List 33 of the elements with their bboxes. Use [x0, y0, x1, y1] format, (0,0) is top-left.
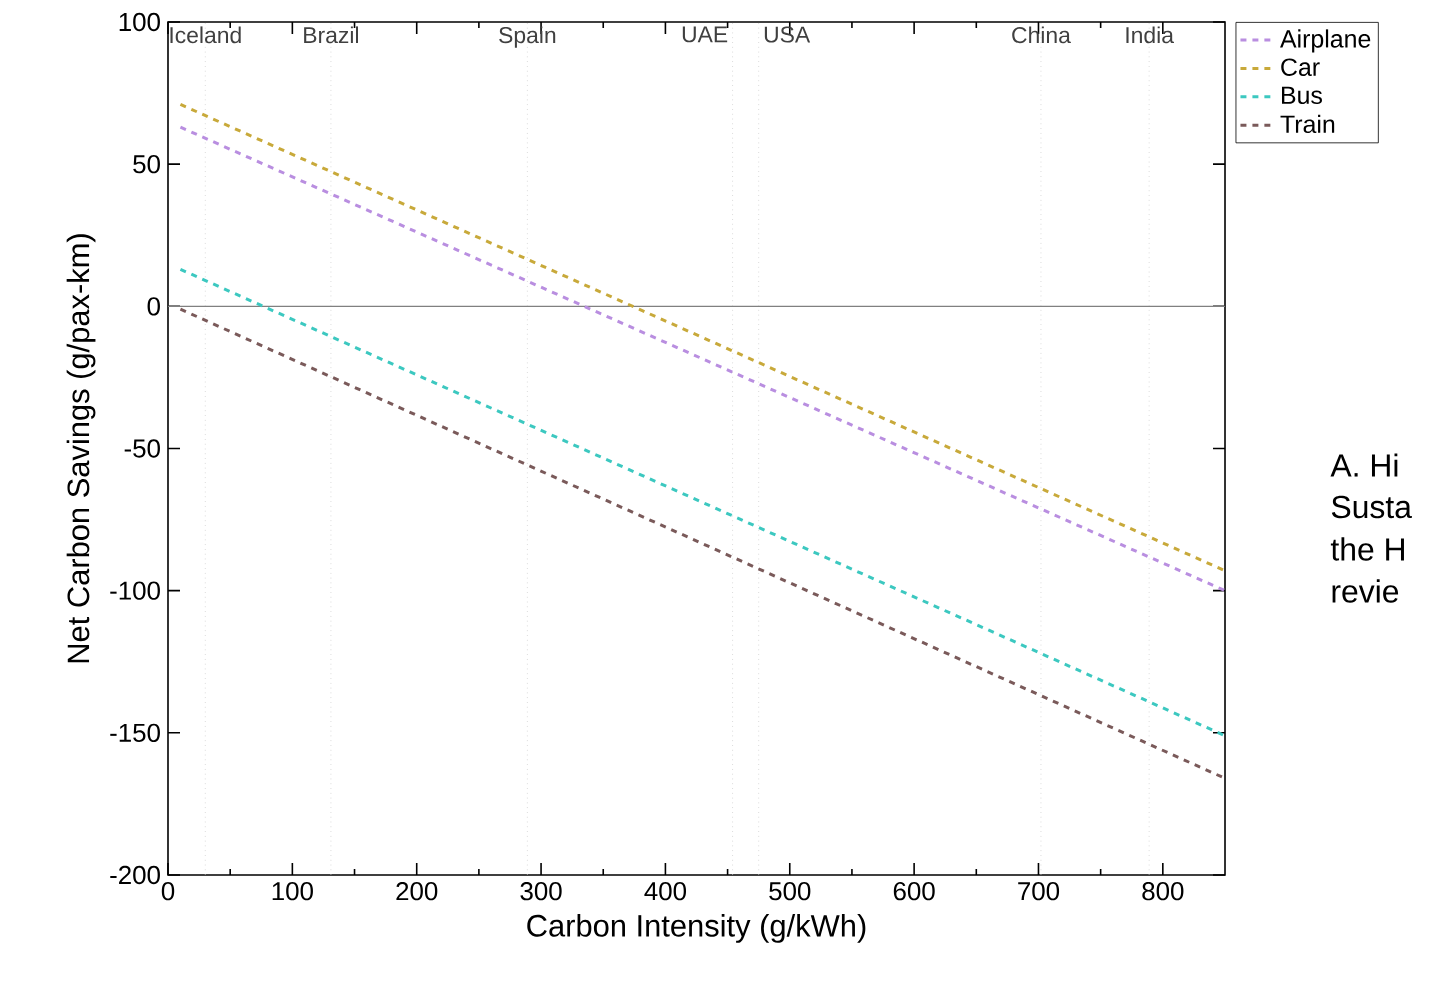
y-tick-label: -50	[124, 439, 160, 458]
ref-line-label: USA	[764, 26, 811, 43]
ref-line-label: Spain	[499, 26, 556, 48]
text: the H	[1330, 537, 1404, 561]
text: Susta	[1331, 495, 1412, 519]
y-tick-label: 50	[133, 154, 160, 174]
x-tick-label: 0	[161, 882, 175, 901]
y-axis-title: Net Carbon Savings (g/pax-km)	[66, 234, 96, 663]
legend-label: Bus	[1282, 86, 1322, 105]
ref-line-label: India	[1126, 26, 1174, 44]
legend-label: Airplane	[1280, 29, 1371, 53]
x-tick-label: 700	[1018, 882, 1060, 901]
y-tick-label: -200	[110, 865, 160, 885]
legend-label: Car	[1281, 58, 1320, 77]
legend-label: Train	[1280, 114, 1335, 134]
text: revie	[1332, 579, 1399, 603]
x-tick-label: 400	[644, 882, 687, 901]
ref-line-label: Iceland	[170, 26, 241, 44]
ref-line-label: UAE	[682, 26, 728, 43]
x-tick-label: 800	[1142, 882, 1184, 901]
x-tick-label: 200	[396, 882, 438, 901]
x-tick-label: 100	[272, 882, 313, 901]
x-tick-label: 600	[893, 882, 935, 901]
x-tick-label: 500	[769, 882, 811, 901]
y-tick-label: -100	[110, 581, 160, 600]
x-tick-label: 300	[520, 882, 562, 901]
y-tick-label: -150	[110, 723, 160, 742]
ref-line-label: Brazil	[304, 26, 359, 44]
ref-line-label: China	[1012, 26, 1071, 44]
x-axis-title: Carbon Intensity (g/kWh)	[527, 914, 866, 943]
y-tick-label: 100	[119, 12, 160, 32]
text: A. Hi	[1330, 453, 1398, 477]
y-tick-label: 0	[147, 297, 160, 316]
